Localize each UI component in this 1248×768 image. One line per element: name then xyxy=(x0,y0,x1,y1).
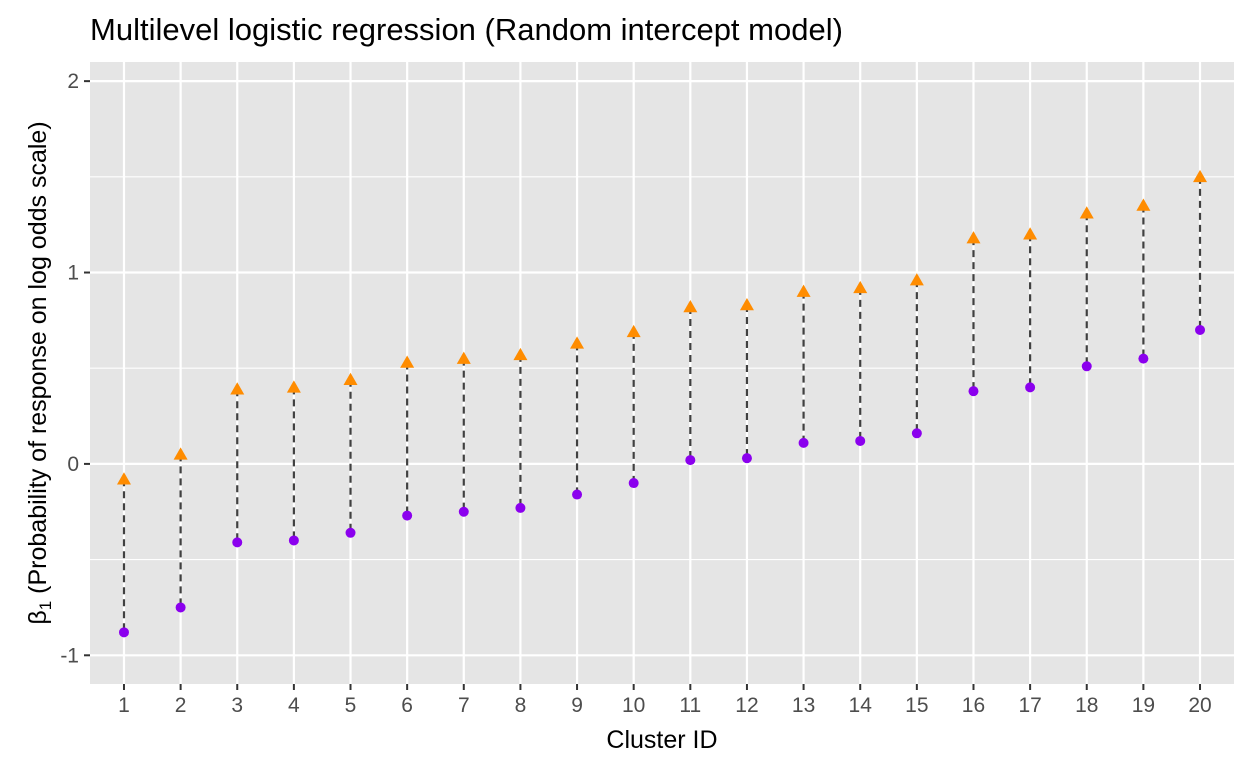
circle-point xyxy=(685,455,696,466)
triangle-point xyxy=(116,472,131,485)
circle-point xyxy=(911,428,922,439)
y-axis-title: β1 (Probability of response on log odds … xyxy=(24,121,55,624)
circle-point xyxy=(741,453,752,464)
x-tick-label: 10 xyxy=(622,694,645,717)
circle-point xyxy=(288,535,299,546)
circle-point xyxy=(175,602,186,613)
triangle-point xyxy=(626,324,641,338)
x-tick-label: 7 xyxy=(458,694,470,717)
x-tick-label: 4 xyxy=(288,694,300,717)
x-tick-label: 1 xyxy=(118,694,130,717)
x-tick-label: 8 xyxy=(515,694,527,717)
y-tick-label: 1 xyxy=(67,262,79,285)
circle-point xyxy=(628,478,639,489)
data-points xyxy=(116,169,1208,638)
triangle-point xyxy=(1193,169,1208,183)
x-tick-label: 16 xyxy=(962,694,985,717)
circle-point xyxy=(402,510,413,521)
triangle-point xyxy=(173,447,188,460)
x-tick-label: 17 xyxy=(1018,694,1041,717)
axis-ticks xyxy=(84,80,1202,690)
circle-point xyxy=(855,435,866,446)
x-tick-label: 18 xyxy=(1075,694,1098,717)
triangle-point xyxy=(456,351,471,364)
y-tick-labels: -1 0 1 2 xyxy=(60,70,79,667)
connector-lines xyxy=(122,176,1202,633)
minor-gridlines xyxy=(90,176,1234,561)
circle-point xyxy=(232,537,243,548)
x-tick-label: 20 xyxy=(1188,694,1211,717)
triangle-point xyxy=(796,284,811,297)
x-tick-label: 3 xyxy=(231,694,243,717)
x-tick-label: 19 xyxy=(1132,694,1155,717)
circle-point xyxy=(1025,382,1036,393)
chart-title: Multilevel logistic regression (Random i… xyxy=(90,12,843,47)
x-tick-label: 14 xyxy=(849,694,873,717)
x-tick-label: 11 xyxy=(679,694,701,717)
x-axis-title: Cluster ID xyxy=(606,726,717,754)
triangle-point xyxy=(966,231,981,244)
x-tick-label: 5 xyxy=(345,694,357,717)
x-tick-labels: 1 2 3 4 5 6 7 8 9 10 11 12 13 14 15 16 17 18 19 20 xyxy=(118,694,1212,717)
triangle-point xyxy=(1079,206,1094,219)
triangle-point xyxy=(1023,227,1038,240)
y-axis-title-subscript: 1 xyxy=(36,601,55,610)
circle-point xyxy=(458,506,469,517)
x-tick-label: 13 xyxy=(792,694,815,717)
x-tick-label: 2 xyxy=(175,694,187,717)
y-tick-label: -1 xyxy=(60,644,79,667)
x-tick-label: 6 xyxy=(401,694,413,717)
triangle-point xyxy=(739,298,754,311)
circle-point xyxy=(798,437,809,448)
triangle-point xyxy=(343,372,358,385)
triangle-point xyxy=(230,382,245,395)
circle-point xyxy=(968,386,979,397)
triangle-point xyxy=(909,273,924,286)
triangle-point xyxy=(570,336,585,349)
triangle-point xyxy=(683,299,698,313)
y-axis-title-text: (Probability of response on log odds sca… xyxy=(24,121,52,600)
triangle-point xyxy=(513,347,528,361)
triangle-point xyxy=(400,355,415,368)
y-axis-title-symbol: β xyxy=(24,610,52,624)
triangle-point xyxy=(1136,198,1151,211)
x-tick-label: 12 xyxy=(735,694,758,717)
circle-point xyxy=(1081,361,1092,372)
circle-point xyxy=(345,527,356,538)
circle-point xyxy=(1195,324,1206,335)
y-tick-label: 0 xyxy=(67,453,79,476)
y-tick-label: 2 xyxy=(67,70,79,93)
circle-point xyxy=(118,627,129,638)
triangle-point xyxy=(853,280,868,294)
triangle-point xyxy=(286,380,301,393)
circle-point xyxy=(1138,353,1149,364)
circle-point xyxy=(515,502,526,513)
x-tick-label: 15 xyxy=(905,694,928,717)
plot-panel xyxy=(90,62,1234,684)
circle-point xyxy=(572,489,583,500)
x-tick-label: 9 xyxy=(571,694,583,717)
